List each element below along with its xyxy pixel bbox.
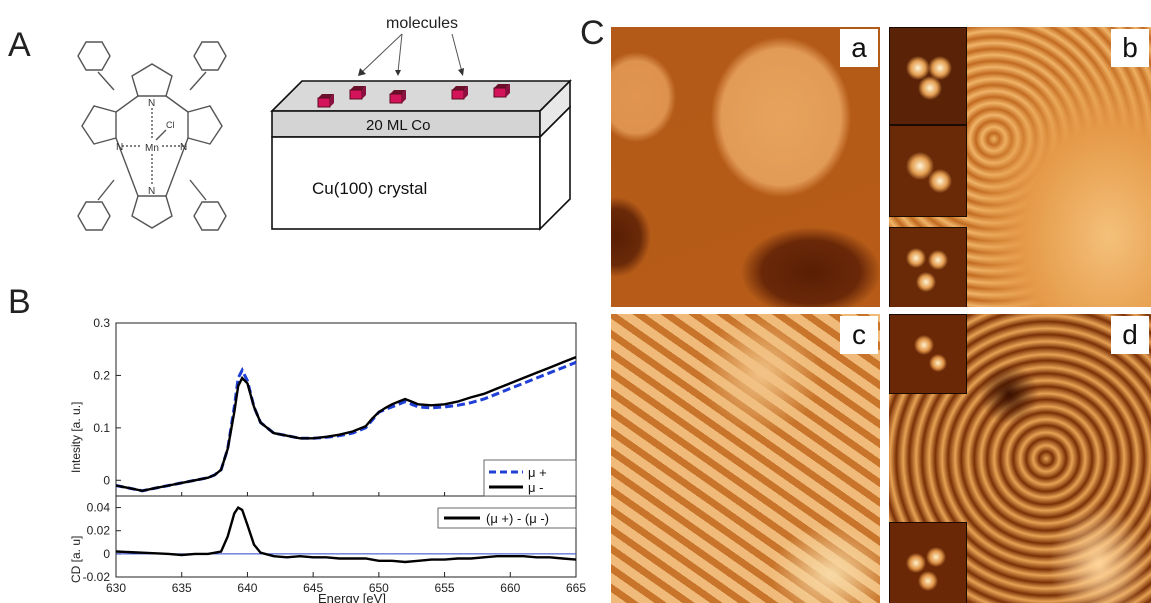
- series-line-0: [115, 506, 577, 564]
- x-tick-label: 650: [369, 581, 389, 595]
- stm-inset-d1: [889, 314, 967, 394]
- y-tick-label: 0.2: [93, 368, 110, 382]
- stm-inset-b1: [889, 27, 967, 125]
- x-tick-label: 640: [237, 581, 257, 595]
- stm-label-d: d: [1111, 316, 1149, 354]
- legend-cd: (μ +) - (μ -): [486, 511, 549, 526]
- legend-mu-plus: μ +: [528, 465, 547, 480]
- y-tick-label: 0.02: [87, 524, 111, 538]
- y-tick-label: 0.3: [93, 316, 110, 330]
- n-atom-label-top: N: [148, 98, 155, 109]
- x-tick-label: 630: [106, 581, 126, 595]
- panel-letter-a: A: [8, 26, 31, 64]
- stm-inset-d2: [889, 522, 967, 603]
- stm-image-c: c: [611, 314, 880, 603]
- stm-image-a: a: [611, 27, 880, 307]
- stm-label-b: b: [1111, 29, 1149, 67]
- x-tick-label: 635: [172, 581, 192, 595]
- stm-inset-b2: [889, 125, 967, 217]
- stm-image-b: b: [889, 27, 1151, 307]
- y-tick-label: 0.1: [93, 421, 110, 435]
- bottom-ylabel: CD [a. u]: [69, 536, 83, 583]
- legend-mu-minus: μ -: [528, 480, 543, 495]
- molecule-markers: [317, 84, 510, 108]
- x-axis-label: Energy [eV]: [318, 591, 386, 603]
- x-tick-label: 665: [566, 581, 586, 595]
- x-tick-label: 660: [500, 581, 520, 595]
- bottom-legend: (μ +) - (μ -): [437, 507, 577, 529]
- series-line-1: [115, 355, 577, 493]
- stm-inset-b3: [889, 227, 967, 307]
- x-tick-label: 655: [435, 581, 455, 595]
- n-atom-label-left: N: [116, 142, 123, 153]
- co-film-label: 20 ML Co: [366, 117, 430, 134]
- y-tick-label: 0: [103, 473, 110, 487]
- cl-atom-label: Cl: [166, 120, 175, 130]
- panel-letter-c: C: [580, 14, 605, 52]
- y-tick-label: 0.04: [87, 501, 111, 515]
- panel-letter-b: B: [8, 283, 31, 321]
- stm-image-d: d: [889, 314, 1151, 603]
- molecules-label: molecules: [386, 15, 458, 32]
- n-atom-label-bottom: N: [148, 186, 155, 197]
- stm-label-a: a: [840, 29, 878, 67]
- porphyrin-molecule-diagram: Mn Cl N N N N: [77, 41, 227, 231]
- plot-frame: [115, 495, 577, 578]
- mn-atom-label: Mn: [145, 143, 159, 154]
- y-tick-label: -0.02: [83, 570, 111, 584]
- top-legend: μ + μ -: [483, 459, 577, 497]
- sample-schematic: molecules 20 ML Co Cu(100) crystal: [270, 15, 572, 231]
- n-atom-label-right: N: [180, 142, 187, 153]
- y-tick-label: 0: [103, 547, 110, 561]
- x-tick-label: 645: [303, 581, 323, 595]
- top-ylabel: Intesity [a. u.]: [69, 402, 83, 473]
- crystal-label: Cu(100) crystal: [312, 179, 427, 198]
- stm-label-c: c: [840, 316, 878, 354]
